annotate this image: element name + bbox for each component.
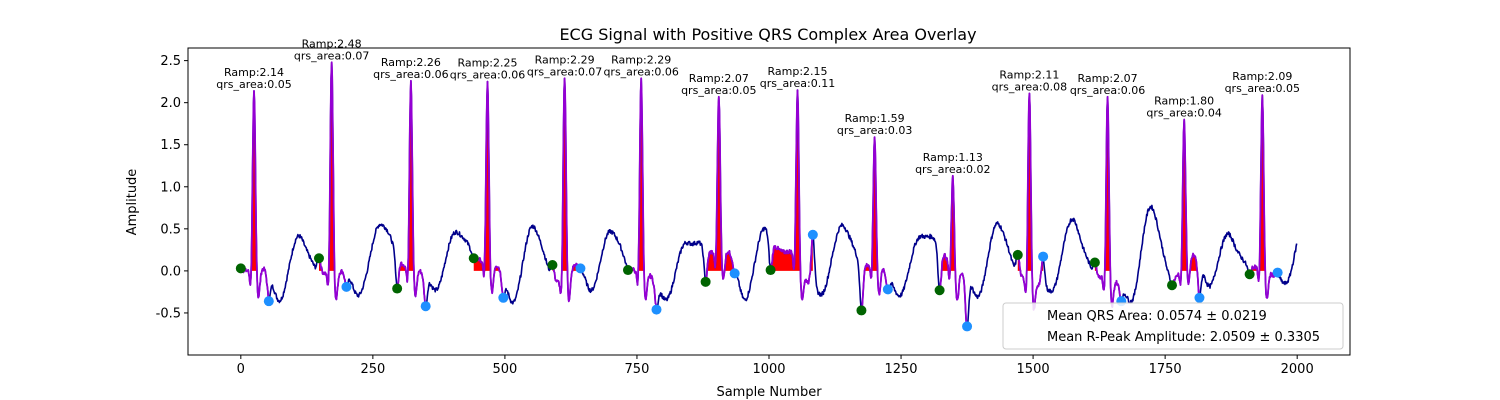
qrs-segment-9 (860, 136, 889, 311)
x-tick-label-1250: 1250 (884, 362, 917, 377)
qrs-area-label-3: qrs_area:0.06 (373, 68, 448, 81)
qrs-onset-marker-10 (934, 285, 945, 296)
qrs-onset-marker-2 (313, 253, 324, 264)
qrs-area-label-11: qrs_area:0.08 (992, 80, 1067, 93)
qrs-segment-2 (318, 61, 347, 301)
axes: 0 250 500 750 1000 1250 1500 1750 2000 -0.5 0.0 0.5… (156, 54, 1314, 377)
qrs-offset-marker-13 (1194, 292, 1205, 303)
qrs-area-label-13: qrs_area:0.04 (1146, 106, 1221, 119)
r-peak-amp-label-7: Ramp:2.07 (689, 72, 749, 85)
x-tick-label-0: 0 (237, 362, 245, 377)
qrs-offset-marker-9 (882, 284, 893, 295)
qrs-onset-marker-14 (1244, 269, 1255, 280)
qrs-onset-marker-3 (392, 283, 403, 294)
qrs-area-fill-8 (770, 90, 813, 271)
qrs-onset-marker-4 (468, 253, 479, 264)
qrs-segment-7 (704, 95, 736, 282)
legend-box (1002, 302, 1344, 350)
x-axis-title: Sample Number (716, 385, 822, 400)
qrs-onset-marker-6 (622, 265, 633, 276)
r-peak-amp-label-4: Ramp:2.25 (457, 57, 517, 70)
x-tick-label-1750: 1750 (1149, 362, 1182, 377)
qrs-onset-marker-12 (1089, 257, 1100, 268)
r-peak-amp-label-12: Ramp:2.07 (1078, 72, 1138, 85)
qrs-area-label-9: qrs_area:0.03 (837, 124, 912, 137)
y-axis-title: Amplitude (125, 169, 140, 236)
x-tick-label-250: 250 (360, 362, 385, 377)
chart-title: ECG Signal with Positive QRS Complex Are… (559, 25, 976, 44)
qrs-onset-marker-11 (1012, 249, 1023, 260)
qrs-area-label-2: qrs_area:0.07 (294, 49, 369, 62)
legend-entry-qrs-area: Mean QRS Area: 0.0574 ± 0.0219 (1047, 309, 1267, 324)
y-tick-label-2: 2.0 (160, 96, 181, 111)
qrs-area-label-7: qrs_area:0.05 (681, 84, 756, 97)
qrs-area-label-8: qrs_area:0.11 (760, 77, 835, 90)
qrs-area-fill-12 (1094, 96, 1122, 271)
plot-area: Ramp:2.14qrs_area:0.05Ramp:2.48qrs_area:… (216, 37, 1300, 332)
x-tick-label-1500: 1500 (1017, 362, 1050, 377)
qrs-onset-marker-5 (547, 260, 558, 271)
qrs-offset-marker-6 (651, 304, 662, 315)
r-peak-amp-label-8: Ramp:2.15 (767, 65, 827, 78)
y-tick-label--0.5: -0.5 (156, 306, 181, 321)
qrs-offset-marker-8 (807, 229, 818, 240)
qrs-offset-marker-11 (1038, 251, 1049, 262)
qrs-area-label-1: qrs_area:0.05 (216, 78, 291, 91)
r-peak-amp-label-13: Ramp:1.80 (1154, 94, 1214, 107)
legend: Mean QRS Area: 0.0574 ± 0.0219 Mean R-Pe… (1002, 302, 1344, 350)
qrs-offset-marker-3 (420, 301, 431, 312)
r-peak-amp-label-5: Ramp:2.29 (535, 53, 595, 66)
x-tick-label-500: 500 (492, 362, 517, 377)
r-peak-amp-label-2: Ramp:2.48 (302, 37, 362, 50)
y-tick-label-1.5: 1.5 (160, 138, 181, 153)
qrs-area-label-12: qrs_area:0.06 (1070, 84, 1145, 97)
x-tick-label-2000: 2000 (1281, 362, 1314, 377)
qrs-onset-marker-1 (235, 263, 246, 274)
qrs-offset-marker-5 (575, 263, 586, 274)
qrs-offset-marker-14 (1272, 267, 1283, 278)
x-tick-label-750: 750 (625, 362, 650, 377)
r-peak-amp-label-11: Ramp:2.11 (999, 68, 1059, 81)
qrs-offset-marker-2 (341, 281, 352, 292)
qrs-segment-8 (769, 89, 814, 301)
qrs-offset-marker-10 (962, 321, 973, 332)
qrs-onset-marker-9 (856, 305, 867, 316)
r-peak-amp-label-10: Ramp:1.13 (923, 151, 983, 164)
qrs-offset-marker-4 (498, 292, 509, 303)
r-peak-amp-label-9: Ramp:1.59 (845, 112, 905, 125)
qrs-onset-marker-8 (765, 265, 776, 276)
y-tick-label-0.5: 0.5 (160, 222, 181, 237)
qrs-offset-marker-7 (729, 268, 740, 279)
r-peak-amp-label-3: Ramp:2.26 (381, 56, 441, 69)
r-peak-amp-label-6: Ramp:2.29 (611, 53, 671, 66)
qrs-area-fill-3 (397, 80, 426, 271)
qrs-area-label-14: qrs_area:0.05 (1225, 82, 1300, 95)
x-tick-label-1000: 1000 (752, 362, 785, 377)
qrs-segment-10 (939, 174, 968, 328)
qrs-segment-5 (551, 77, 582, 303)
qrs-segment-11 (1016, 92, 1044, 311)
qrs-area-label-4: qrs_area:0.06 (450, 69, 525, 82)
qrs-area-fill-9 (861, 137, 888, 271)
qrs-segment-12 (1094, 95, 1123, 308)
y-tick-label-2.5: 2.5 (160, 54, 181, 69)
y-tick-label-1: 1.0 (160, 180, 181, 195)
qrs-area-label-10: qrs_area:0.02 (915, 163, 990, 176)
r-peak-amp-label-14: Ramp:2.09 (1232, 70, 1292, 83)
qrs-offset-marker-1 (263, 296, 274, 307)
qrs-area-label-5: qrs_area:0.07 (527, 65, 602, 78)
qrs-segment-3 (396, 79, 427, 307)
qrs-onset-marker-13 (1167, 280, 1178, 291)
legend-entry-r-peak: Mean R-Peak Amplitude: 2.0509 ± 0.3305 (1047, 330, 1320, 345)
qrs-area-label-6: qrs_area:0.06 (603, 65, 678, 78)
qrs-segment-4 (472, 80, 505, 298)
qrs-onset-marker-7 (700, 276, 711, 287)
r-peak-amp-label-1: Ramp:2.14 (224, 66, 284, 79)
y-tick-label-0: 0.0 (160, 264, 181, 279)
qrs-segment-13 (1171, 118, 1201, 299)
